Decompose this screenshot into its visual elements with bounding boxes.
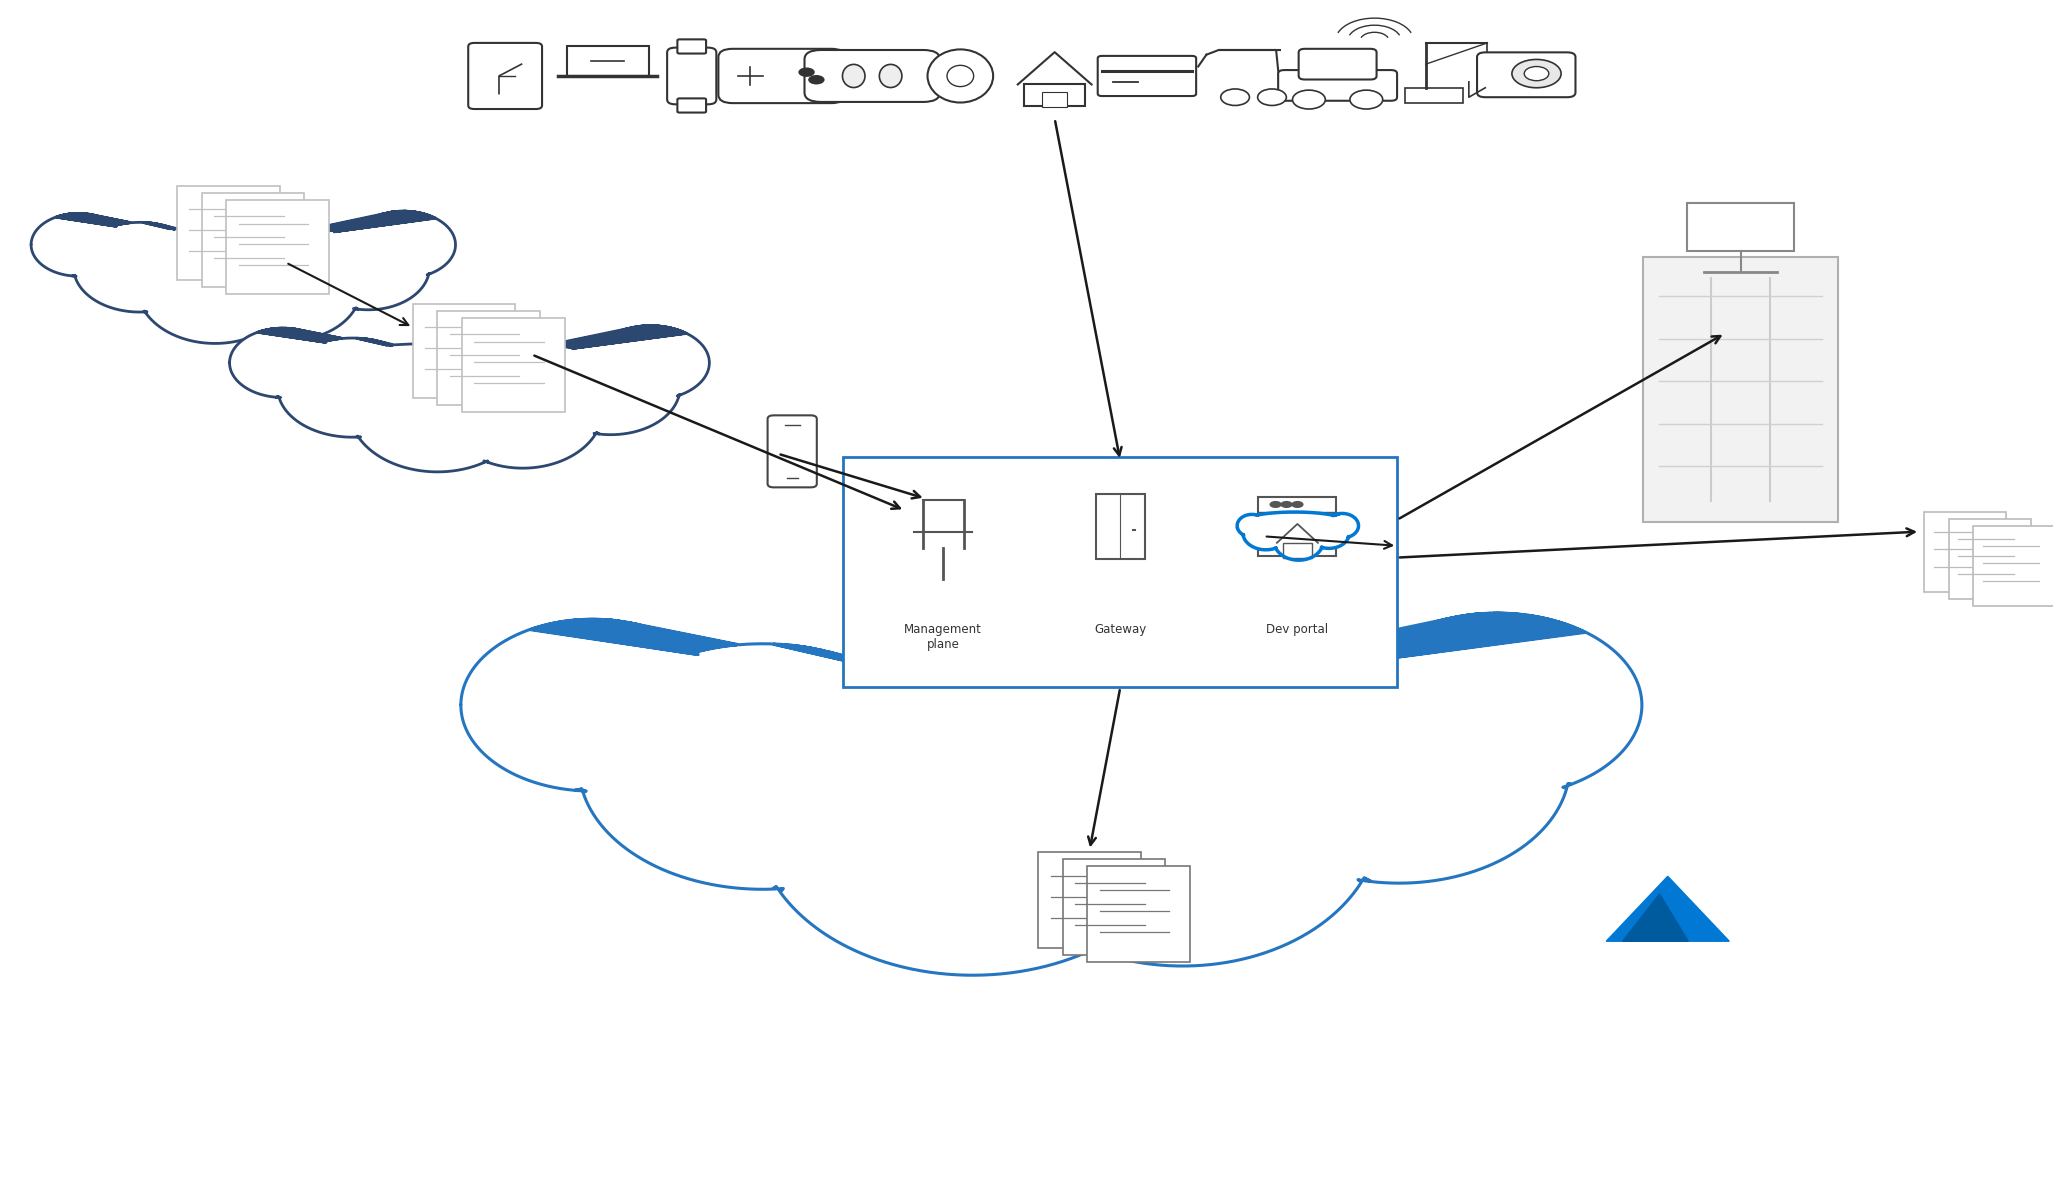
FancyBboxPatch shape (438, 311, 541, 406)
FancyBboxPatch shape (469, 43, 543, 109)
FancyBboxPatch shape (201, 193, 304, 287)
Ellipse shape (350, 347, 526, 472)
Circle shape (1293, 90, 1326, 109)
Ellipse shape (306, 224, 430, 310)
Circle shape (1511, 59, 1561, 88)
Circle shape (808, 75, 824, 84)
FancyBboxPatch shape (1688, 203, 1795, 251)
Ellipse shape (1308, 517, 1349, 548)
Circle shape (1523, 66, 1548, 81)
FancyBboxPatch shape (1038, 852, 1141, 949)
Circle shape (1291, 500, 1304, 508)
Ellipse shape (927, 50, 993, 102)
Ellipse shape (592, 326, 709, 400)
Circle shape (1269, 500, 1281, 508)
Ellipse shape (541, 340, 681, 435)
Circle shape (1258, 89, 1287, 106)
Ellipse shape (500, 656, 1577, 828)
Ellipse shape (352, 211, 456, 279)
Text: Dev portal: Dev portal (1266, 623, 1328, 636)
FancyBboxPatch shape (413, 304, 516, 398)
Text: Gateway: Gateway (1094, 623, 1147, 636)
FancyBboxPatch shape (1283, 543, 1312, 559)
FancyBboxPatch shape (1063, 859, 1166, 956)
Ellipse shape (1229, 650, 1569, 884)
Ellipse shape (948, 65, 975, 87)
Ellipse shape (580, 644, 946, 890)
Ellipse shape (461, 619, 724, 791)
FancyBboxPatch shape (676, 98, 705, 113)
Circle shape (1221, 89, 1250, 106)
Ellipse shape (230, 329, 337, 397)
Ellipse shape (45, 227, 432, 289)
FancyBboxPatch shape (1258, 497, 1336, 556)
FancyBboxPatch shape (1476, 52, 1575, 97)
FancyBboxPatch shape (676, 39, 705, 53)
FancyBboxPatch shape (226, 200, 329, 294)
Ellipse shape (442, 352, 602, 468)
FancyBboxPatch shape (1924, 511, 2007, 592)
FancyBboxPatch shape (1024, 84, 1086, 106)
Ellipse shape (138, 231, 292, 344)
Ellipse shape (843, 64, 866, 88)
FancyBboxPatch shape (666, 47, 715, 104)
Ellipse shape (220, 235, 362, 340)
FancyBboxPatch shape (1096, 493, 1145, 559)
Ellipse shape (880, 64, 903, 88)
Ellipse shape (1353, 613, 1643, 797)
FancyBboxPatch shape (1098, 56, 1197, 96)
FancyBboxPatch shape (1949, 518, 2031, 599)
FancyBboxPatch shape (1042, 91, 1067, 107)
FancyBboxPatch shape (1974, 525, 2056, 606)
FancyBboxPatch shape (843, 458, 1398, 688)
Ellipse shape (1326, 514, 1359, 538)
Ellipse shape (1242, 512, 1349, 533)
Circle shape (1351, 90, 1384, 109)
FancyBboxPatch shape (1643, 256, 1838, 522)
FancyBboxPatch shape (1299, 49, 1378, 79)
FancyBboxPatch shape (567, 46, 648, 76)
FancyBboxPatch shape (804, 50, 940, 102)
Ellipse shape (757, 669, 1188, 975)
Ellipse shape (1244, 516, 1289, 550)
Ellipse shape (31, 213, 125, 276)
FancyBboxPatch shape (1088, 866, 1190, 963)
FancyBboxPatch shape (767, 415, 816, 487)
FancyBboxPatch shape (463, 318, 565, 413)
Ellipse shape (985, 677, 1380, 967)
FancyBboxPatch shape (1279, 70, 1398, 101)
FancyBboxPatch shape (718, 49, 845, 103)
Polygon shape (1606, 876, 1729, 942)
Text: Management
plane: Management plane (905, 623, 983, 651)
Ellipse shape (74, 222, 206, 312)
Bar (1406, 88, 1462, 103)
Circle shape (1281, 500, 1293, 508)
Ellipse shape (1238, 515, 1266, 537)
Ellipse shape (278, 338, 428, 438)
Ellipse shape (245, 343, 683, 413)
Ellipse shape (1275, 522, 1324, 560)
Polygon shape (1622, 894, 1688, 942)
FancyBboxPatch shape (177, 186, 280, 280)
Circle shape (798, 68, 814, 77)
